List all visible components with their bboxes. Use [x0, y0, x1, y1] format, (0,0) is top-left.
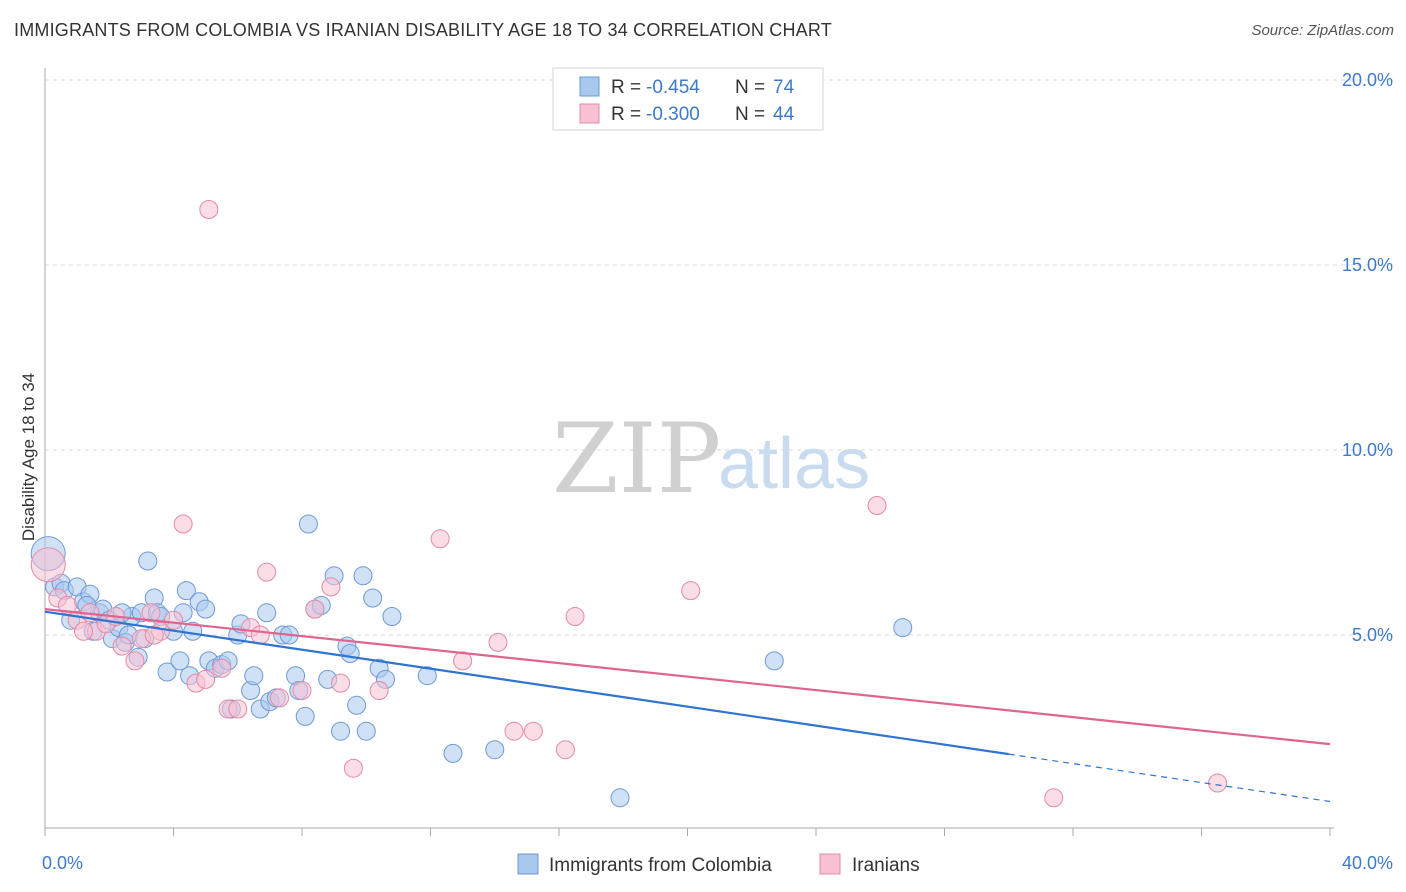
data-point-iranians — [681, 581, 701, 601]
legend-n-value: 44 — [773, 104, 795, 125]
legend-swatch-iranians — [819, 853, 841, 875]
legend-bottom: Immigrants from Colombia Iranians — [517, 853, 920, 876]
gridlines — [45, 79, 1394, 636]
data-point-colombia — [295, 706, 315, 726]
data-point-iranians — [321, 577, 341, 597]
y-tick-label: 15.0% — [1342, 255, 1393, 275]
data-point-colombia — [170, 651, 190, 671]
data-point-iranians — [305, 599, 325, 619]
data-point-iranians — [488, 632, 508, 652]
data-point-iranians — [369, 681, 389, 700]
y-axis-title: Disability Age 18 to 34 — [19, 373, 38, 541]
x-tick-labels: 0.0% 40.0% — [42, 853, 1393, 873]
data-point-colombia — [244, 666, 264, 686]
trend-line-iranians — [44, 608, 1331, 746]
data-point-colombia — [485, 740, 505, 760]
watermark-zip: ZIP — [552, 403, 721, 515]
source-label: Source: ZipAtlas.com — [1251, 22, 1394, 39]
data-point-colombia — [257, 603, 277, 623]
data-point-iranians — [141, 603, 161, 623]
data-point-colombia — [356, 721, 376, 741]
legend-n-value: 74 — [773, 77, 795, 98]
data-point-colombia — [176, 581, 196, 601]
watermark: ZIP atlas — [552, 403, 870, 515]
data-point-iranians — [292, 681, 312, 700]
data-point-iranians — [164, 610, 183, 630]
legend-swatch-pink — [579, 103, 600, 124]
trend-line-colombia — [44, 610, 1009, 756]
data-point-colombia — [331, 721, 351, 741]
legend-n-label: N = — [735, 104, 765, 125]
legend-r-value: -0.300 — [646, 104, 700, 125]
data-point-iranians — [74, 621, 94, 641]
x-tick-label: 40.0% — [1342, 853, 1393, 873]
data-point-iranians — [144, 625, 164, 645]
data-point-iranians — [30, 547, 66, 583]
data-point-colombia — [138, 551, 158, 571]
data-point-colombia — [363, 588, 383, 608]
data-point-iranians — [504, 721, 524, 741]
trend-lines — [44, 608, 1331, 803]
data-point-colombia — [764, 651, 784, 671]
data-point-iranians — [270, 688, 290, 708]
data-point-iranians — [565, 607, 585, 626]
data-point-colombia — [610, 788, 630, 808]
data-point-iranians — [228, 699, 248, 719]
data-point-iranians — [1044, 788, 1064, 808]
legend-label-colombia: Immigrants from Colombia — [549, 855, 772, 876]
legend-swatch-blue — [579, 76, 600, 97]
y-tick-label: 5.0% — [1352, 625, 1393, 645]
data-point-colombia — [298, 514, 318, 534]
legend-row-blue: R = -0.454 N = 74 — [579, 76, 795, 98]
legend-row-pink: R = -0.300 N = 44 — [579, 103, 795, 125]
chart-title: IMMIGRANTS FROM COLOMBIA VS IRANIAN DISA… — [14, 20, 832, 40]
data-point-iranians — [867, 496, 887, 515]
legend-swatch-colombia — [517, 853, 539, 875]
data-point-iranians — [199, 200, 219, 219]
legend-top: R = -0.454 N = 74 R = -0.300 N = 44 — [552, 67, 824, 131]
data-point-iranians — [212, 658, 232, 678]
data-point-colombia — [443, 743, 463, 763]
y-tick-label: 10.0% — [1342, 440, 1393, 460]
legend-n-label: N = — [735, 77, 765, 98]
data-point-iranians — [250, 625, 270, 645]
data-point-colombia — [417, 666, 437, 686]
watermark-atlas: atlas — [718, 424, 870, 504]
data-point-iranians — [523, 721, 543, 741]
x-tick-label: 0.0% — [42, 853, 83, 873]
data-point-colombia — [382, 607, 402, 626]
data-point-iranians — [1208, 773, 1228, 793]
legend-r-value: -0.454 — [646, 77, 700, 98]
data-point-colombia — [157, 662, 177, 682]
data-point-iranians — [430, 529, 450, 549]
data-point-colombia — [340, 644, 360, 663]
data-point-iranians — [257, 562, 277, 582]
data-point-iranians — [125, 651, 145, 671]
data-point-colombia — [893, 618, 913, 638]
legend-label-iranians: Iranians — [852, 855, 920, 876]
data-point-colombia — [196, 599, 216, 619]
legend-r-label: R = — [611, 77, 641, 98]
y-tick-labels: 5.0% 10.0% 15.0% 20.0% — [1342, 70, 1393, 645]
data-point-iranians — [343, 758, 363, 778]
data-point-colombia — [353, 566, 373, 586]
legend-r-label: R = — [611, 104, 641, 125]
axes — [44, 68, 1334, 836]
data-point-iranians — [112, 636, 132, 656]
data-point-iranians — [173, 514, 193, 534]
data-point-iranians — [331, 673, 351, 693]
data-point-iranians — [196, 669, 216, 689]
y-tick-label: 20.0% — [1342, 70, 1393, 90]
data-point-iranians — [555, 740, 575, 760]
data-point-colombia — [347, 695, 367, 715]
